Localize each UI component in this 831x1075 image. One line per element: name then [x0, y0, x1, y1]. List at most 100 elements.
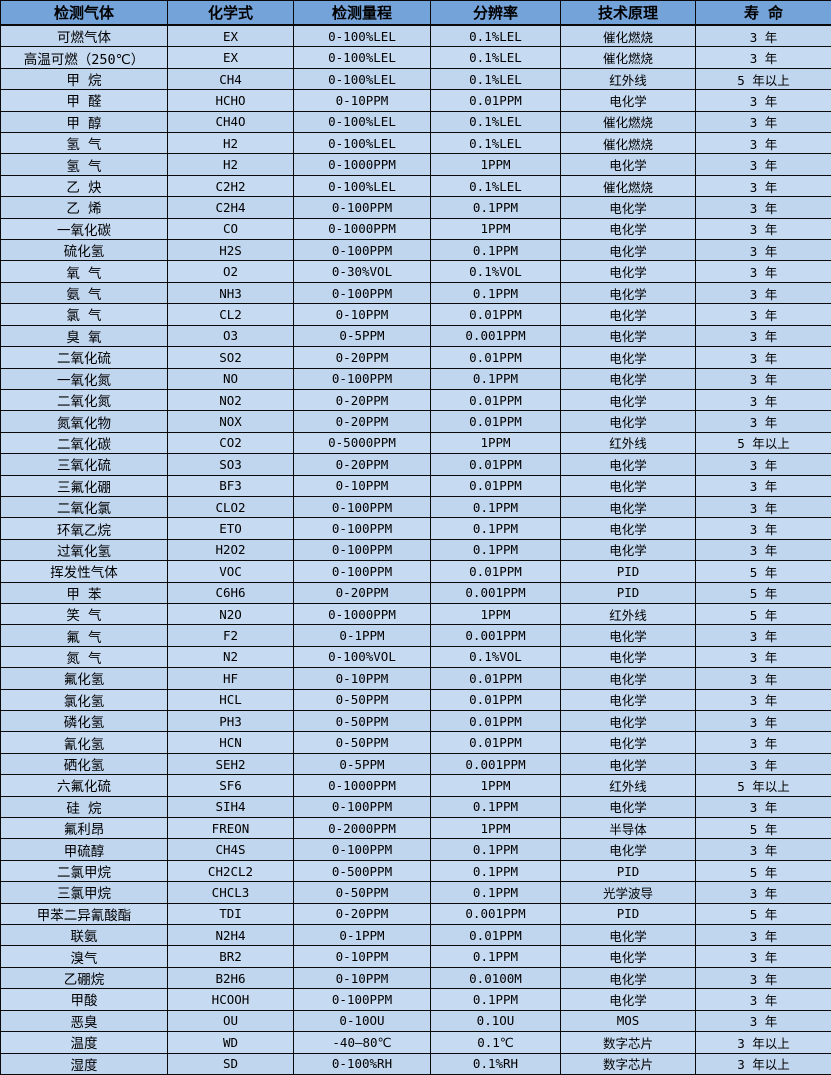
cell-resolution: 0.01PPM	[430, 709, 561, 733]
cell-formula: B2H6	[167, 966, 294, 990]
cell-resolution: 0.01PPM	[430, 667, 561, 690]
cell-gas: 二氯甲烷	[0, 859, 168, 883]
cell-resolution: 1PPM	[430, 217, 561, 241]
table-row: 湿度 SD 0-100%RH 0.1%RH 数字芯片 3 年以上	[0, 1052, 831, 1075]
cell-gas: 甲酸	[0, 988, 168, 1011]
cell-resolution: 0.1%RH	[430, 1052, 561, 1075]
cell-formula: NO	[167, 367, 294, 390]
cell-formula: HCL	[167, 688, 294, 712]
cell-range: 0-10PPM	[293, 303, 431, 326]
table-row: 三氧化硫 SO3 0-20PPM 0.01PPM 电化学 3 年	[0, 453, 831, 476]
cell-lifespan: 3 年	[695, 709, 831, 733]
cell-formula: CH2CL2	[167, 859, 294, 883]
cell-gas: 氯化氢	[0, 688, 168, 712]
cell-lifespan: 3 年	[695, 924, 831, 947]
cell-resolution: 0.01PPM	[430, 303, 561, 326]
cell-gas: 甲 烷	[0, 67, 168, 91]
cell-gas: 氮氧化物	[0, 410, 168, 433]
cell-resolution: 0.1%LEL	[430, 67, 561, 91]
column-header-gas: 检测气体	[0, 0, 168, 26]
cell-range: 0-5000PPM	[293, 431, 431, 455]
cell-formula: F2	[167, 624, 294, 647]
cell-range: 0-2000PPM	[293, 817, 431, 840]
cell-range: 0-100%LEL	[293, 67, 431, 91]
cell-formula: H2	[167, 153, 294, 176]
cell-lifespan: 3 年	[695, 260, 831, 283]
cell-resolution: 0.1PPM	[430, 838, 561, 861]
cell-range: 0-100%LEL	[293, 174, 431, 198]
cell-resolution: 0.1%LEL	[430, 24, 561, 48]
cell-resolution: 0.01PPM	[430, 388, 561, 412]
cell-range: 0-10PPM	[293, 945, 431, 968]
cell-range: 0-50PPM	[293, 881, 431, 904]
cell-formula: SEH2	[167, 752, 294, 776]
cell-principle: 电化学	[560, 217, 696, 241]
cell-lifespan: 3 年	[695, 495, 831, 519]
cell-gas: 甲 醇	[0, 110, 168, 134]
column-header-lifespan: 寿 命	[695, 0, 831, 26]
table-row: 二氧化氯 CLO2 0-100PPM 0.1PPM 电化学 3 年	[0, 495, 831, 519]
cell-range: 0-100PPM	[293, 239, 431, 262]
cell-lifespan: 3 年	[695, 46, 831, 69]
table-row: 甲 苯 C6H6 0-20PPM 0.001PPM PID 5 年	[0, 581, 831, 604]
cell-lifespan: 3 年	[695, 174, 831, 198]
cell-principle: 电化学	[560, 709, 696, 733]
table-row: 硫化氢 H2S 0-100PPM 0.1PPM 电化学 3 年	[0, 239, 831, 262]
cell-formula: HCN	[167, 731, 294, 754]
cell-principle: 电化学	[560, 495, 696, 519]
cell-range: 0-100%LEL	[293, 46, 431, 69]
cell-principle: 电化学	[560, 924, 696, 947]
cell-lifespan: 3 年	[695, 24, 831, 48]
cell-formula: O3	[167, 324, 294, 348]
cell-range: 0-10PPM	[293, 667, 431, 690]
cell-lifespan: 3 年	[695, 388, 831, 412]
cell-lifespan: 5 年	[695, 560, 831, 583]
header-row: 检测气体 化学式 检测量程 分辨率 技术原理 寿 命	[0, 0, 831, 26]
cell-range: 0-10PPM	[293, 966, 431, 990]
cell-lifespan: 5 年以上	[695, 67, 831, 91]
cell-lifespan: 5 年	[695, 859, 831, 883]
cell-principle: 电化学	[560, 517, 696, 540]
cell-resolution: 0.1%LEL	[430, 174, 561, 198]
cell-principle: 催化燃烧	[560, 24, 696, 48]
cell-principle: 电化学	[560, 453, 696, 476]
cell-gas: 甲 醛	[0, 89, 168, 112]
table-body: 可燃气体 EX 0-100%LEL 0.1%LEL 催化燃烧 3 年高温可燃（250℃） E…	[0, 24, 831, 1075]
table-header: 检测气体 化学式 检测量程 分辨率 技术原理 寿 命	[0, 0, 831, 26]
table-row: 三氯甲烷 CHCL3 0-50PPM 0.1PPM 光学波导 3 年	[0, 881, 831, 904]
cell-range: 0-100PPM	[293, 560, 431, 583]
cell-resolution: 0.1PPM	[430, 988, 561, 1011]
table-row: 一氧化氮 NO 0-100PPM 0.1PPM 电化学 3 年	[0, 367, 831, 390]
cell-formula: BR2	[167, 945, 294, 968]
cell-formula: VOC	[167, 560, 294, 583]
cell-lifespan: 3 年	[695, 1009, 831, 1033]
cell-formula: HCOOH	[167, 988, 294, 1011]
cell-resolution: 0.001PPM	[430, 624, 561, 647]
cell-lifespan: 5 年	[695, 602, 831, 626]
cell-formula: SD	[167, 1052, 294, 1075]
cell-resolution: 0.1PPM	[430, 367, 561, 390]
cell-principle: 催化燃烧	[560, 46, 696, 69]
cell-range: 0-100PPM	[293, 538, 431, 562]
cell-resolution: 1PPM	[430, 817, 561, 840]
cell-gas: 臭 氧	[0, 324, 168, 348]
table-row: 高温可燃（250℃） EX 0-100%LEL 0.1%LEL 催化燃烧 3 年	[0, 46, 831, 69]
cell-formula: EX	[167, 46, 294, 69]
cell-range: 0-100PPM	[293, 495, 431, 519]
cell-lifespan: 3 年	[695, 89, 831, 112]
cell-principle: 催化燃烧	[560, 174, 696, 198]
cell-principle: 数字芯片	[560, 1052, 696, 1075]
cell-range: 0-500PPM	[293, 859, 431, 883]
table-row: 氟化氢 HF 0-10PPM 0.01PPM 电化学 3 年	[0, 667, 831, 690]
cell-principle: 电化学	[560, 667, 696, 690]
cell-range: 0-50PPM	[293, 709, 431, 733]
column-header-principle: 技术原理	[560, 0, 696, 26]
table-row: 硅 烷 SIH4 0-100PPM 0.1PPM 电化学 3 年	[0, 795, 831, 819]
table-row: 可燃气体 EX 0-100%LEL 0.1%LEL 催化燃烧 3 年	[0, 24, 831, 48]
cell-lifespan: 3 年	[695, 410, 831, 433]
cell-resolution: 0.001PPM	[430, 324, 561, 348]
cell-range: 0-100%VOL	[293, 645, 431, 669]
cell-principle: PID	[560, 560, 696, 583]
table-row: 二氧化碳 CO2 0-5000PPM 1PPM 红外线 5 年以上	[0, 431, 831, 455]
cell-lifespan: 3 年	[695, 517, 831, 540]
